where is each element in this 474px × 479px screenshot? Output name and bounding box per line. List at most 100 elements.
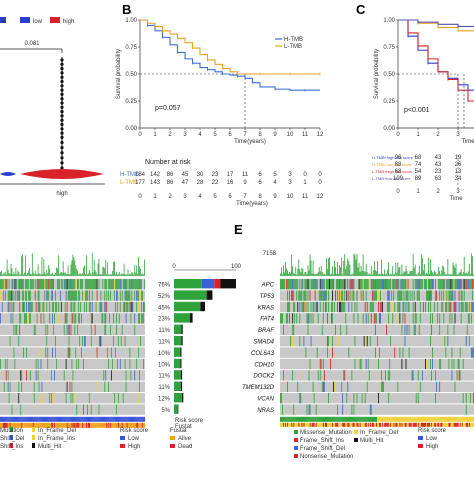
mutation-cell bbox=[82, 279, 83, 290]
risk-anno-cell bbox=[460, 416, 462, 422]
mutation-cell bbox=[431, 324, 432, 335]
group-anno-cell bbox=[289, 422, 291, 427]
tmb-bar bbox=[389, 274, 391, 276]
mutation-cell bbox=[138, 347, 139, 358]
mutation-cell bbox=[14, 358, 16, 370]
tmb-bar bbox=[109, 274, 110, 276]
mutation-cell bbox=[364, 301, 366, 313]
panel-label-c: C bbox=[356, 2, 366, 17]
risk-anno-cell bbox=[85, 416, 87, 422]
tmb-bar bbox=[66, 274, 68, 276]
mutation-cell bbox=[128, 290, 130, 301]
mutation-cell bbox=[471, 347, 473, 358]
risk-anno-cell bbox=[455, 416, 457, 422]
risk-anno-cell bbox=[100, 416, 102, 422]
tmb-bar bbox=[430, 259, 431, 276]
legend-risk-low: Low bbox=[128, 436, 140, 442]
mutation-cell bbox=[83, 358, 84, 370]
mutation-cell bbox=[430, 279, 431, 290]
tmb-bar bbox=[454, 267, 456, 276]
risk-anno-cell bbox=[367, 416, 369, 422]
mutation-cell bbox=[74, 393, 76, 404]
mutation-cell bbox=[10, 313, 12, 324]
mutation-cell bbox=[307, 324, 309, 335]
mutation-cell bbox=[408, 324, 410, 335]
mutation-cell bbox=[344, 301, 346, 313]
tmb-bar bbox=[314, 274, 316, 276]
risk-anno-cell bbox=[433, 416, 435, 422]
risk-anno-cell bbox=[121, 416, 123, 422]
mutation-cell bbox=[387, 279, 389, 290]
mutation-cell bbox=[8, 290, 10, 301]
violin-point bbox=[60, 92, 64, 96]
risk-anno-cell bbox=[452, 416, 454, 422]
tmb-bar bbox=[112, 271, 113, 276]
tmb-bar bbox=[463, 256, 465, 276]
mutation-cell bbox=[331, 313, 332, 324]
risk-anno-cell bbox=[8, 416, 10, 422]
mutation-cell bbox=[6, 358, 8, 370]
group-anno-cell bbox=[355, 422, 357, 427]
risk-anno-cell bbox=[350, 416, 352, 422]
mutation-cell bbox=[382, 381, 383, 392]
tmb-bar bbox=[406, 271, 408, 276]
fustat-anno-cell bbox=[58, 422, 61, 428]
mutation-cell bbox=[303, 301, 305, 313]
fustat-anno-cell bbox=[119, 422, 121, 428]
tmb-bar bbox=[436, 274, 438, 276]
legend-swatch bbox=[294, 446, 298, 450]
mutation-cell bbox=[310, 313, 312, 324]
risk-anno-cell bbox=[317, 416, 319, 422]
mutation-cell bbox=[29, 290, 30, 301]
mutation-cell bbox=[115, 347, 116, 358]
tmb-bar bbox=[456, 274, 458, 276]
mutation-cell bbox=[94, 324, 96, 335]
mutation-cell bbox=[28, 313, 29, 324]
tmb-bar bbox=[362, 254, 364, 276]
mutation-cell bbox=[352, 279, 354, 290]
tmb-bar bbox=[312, 260, 314, 276]
mutation-cell bbox=[365, 313, 367, 324]
risk-anno-cell bbox=[348, 416, 350, 422]
mutation-cell bbox=[64, 313, 66, 324]
group-anno-cell bbox=[354, 422, 356, 427]
mutation-cell bbox=[366, 336, 368, 347]
mutation-pct: 76% bbox=[158, 283, 171, 289]
group-anno-cell bbox=[400, 422, 402, 427]
mutation-cell bbox=[282, 313, 283, 324]
tmb-bar bbox=[451, 274, 453, 276]
mutation-cell bbox=[305, 301, 307, 313]
mutation-cell bbox=[104, 290, 106, 301]
mutation-cell bbox=[321, 381, 323, 392]
risk-anno-cell bbox=[411, 416, 413, 422]
tmb-bar bbox=[435, 272, 437, 276]
legend-fustat-title: Fustat bbox=[170, 428, 187, 434]
mutation-cell bbox=[137, 290, 139, 301]
risk-anno-cell bbox=[70, 416, 72, 422]
mutation-cell bbox=[131, 279, 133, 290]
legend-swatch bbox=[32, 427, 35, 432]
mutation-cell bbox=[69, 290, 71, 301]
tmb-bar bbox=[297, 268, 299, 276]
mutation-cell bbox=[385, 370, 386, 381]
oncoplot-row-bg bbox=[280, 290, 474, 301]
fustat-anno-cell bbox=[82, 422, 84, 428]
mutation-cell bbox=[143, 313, 144, 324]
mutation-cell bbox=[44, 279, 46, 290]
risk-anno-cell bbox=[457, 416, 459, 422]
mutation-pct: 52% bbox=[158, 294, 171, 300]
group-anno-cell bbox=[329, 422, 331, 427]
fustat-anno-cell bbox=[67, 422, 69, 428]
mutation-pct: 23% bbox=[158, 317, 171, 323]
freq-bar-seg bbox=[181, 324, 183, 334]
tmb-bar bbox=[363, 271, 365, 276]
tmb-bar bbox=[356, 253, 358, 276]
mutation-cell bbox=[36, 279, 38, 290]
mutation-cell bbox=[138, 290, 139, 301]
risk-anno-cell bbox=[353, 416, 355, 422]
risk-row-label: H-TMB+low risk score bbox=[372, 162, 412, 167]
mutation-cell bbox=[140, 336, 141, 347]
tmb-bar bbox=[46, 269, 48, 276]
group-anno-cell bbox=[313, 422, 315, 427]
mutation-cell bbox=[339, 279, 341, 290]
